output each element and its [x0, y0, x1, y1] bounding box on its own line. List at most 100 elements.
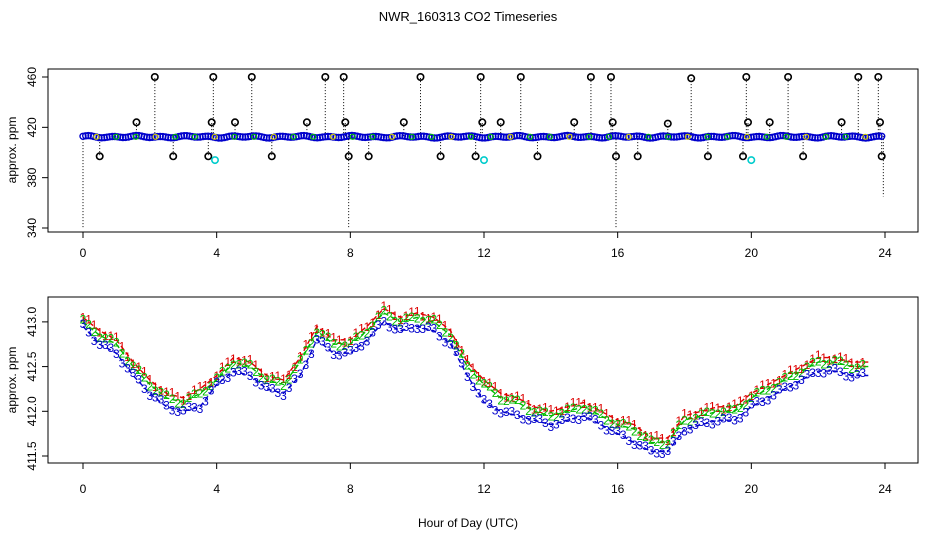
bottom-series-2-marker: 2	[570, 401, 577, 415]
top-outlier-point	[570, 118, 579, 127]
top-outlier-point	[169, 152, 178, 161]
top-cyan-outlier-point	[211, 156, 220, 165]
bottom-series-3-marker: 3	[570, 412, 577, 426]
bottom-series-3-marker: 3	[759, 395, 766, 409]
bottom-series-3-marker: 3	[269, 381, 276, 395]
bottom-series-2-marker: 2	[614, 417, 621, 431]
figure-title: NWR_160313 CO2 Timeseries	[379, 9, 558, 24]
top-outlier-point	[416, 73, 425, 82]
bottom-series-1-marker: 1	[408, 305, 415, 319]
bottom-series-1-marker: 1	[185, 389, 192, 403]
bottom-series-3-marker: 3	[809, 366, 816, 380]
bottom-series-3-marker: 3	[631, 438, 638, 452]
bottom-series-2-marker: 2	[236, 357, 243, 371]
bottom-series-2-marker: 2	[531, 406, 538, 420]
bottom-series-3-marker: 3	[330, 348, 337, 362]
bottom-series-2-marker: 2	[375, 310, 382, 324]
top-outlier-point	[496, 118, 505, 127]
bottom-series-1-marker: 1	[848, 356, 855, 370]
top-y-tick-label: 340	[25, 218, 39, 238]
bottom-series-1-marker: 1	[213, 369, 220, 383]
bottom-series-3-marker: 3	[314, 333, 321, 347]
top-outlier-point	[799, 152, 808, 161]
bottom-series-3-marker: 3	[297, 367, 304, 381]
top-outlier-point	[478, 118, 487, 127]
bottom-series-2-marker: 2	[91, 325, 98, 339]
top-baseline-accent-point	[428, 133, 435, 140]
bottom-series-3-marker: 3	[798, 373, 805, 387]
bottom-series-1-marker: 1	[252, 358, 259, 372]
bottom-series-2-marker: 2	[703, 405, 710, 419]
bottom-series-2-marker: 2	[564, 402, 571, 416]
bottom-series-1-marker: 1	[648, 430, 655, 444]
bottom-series-1-marker: 1	[609, 413, 616, 427]
top-outlier-point	[633, 152, 642, 161]
bottom-series-1-marker: 1	[720, 402, 727, 416]
bottom-series-1-marker: 1	[475, 370, 482, 384]
bottom-series-3-marker: 3	[319, 335, 326, 349]
bottom-series-1-marker: 1	[236, 355, 243, 369]
top-baseline-accent-point	[645, 133, 652, 140]
bottom-series-2-marker: 2	[102, 332, 109, 346]
top-baseline-accent-point	[862, 133, 869, 140]
bottom-series-2-marker: 2	[503, 394, 510, 408]
bottom-series-2-marker: 2	[765, 384, 772, 398]
bottom-series-1-marker: 1	[80, 310, 87, 324]
bottom-series-2-marker: 2	[559, 407, 566, 421]
bottom-series-3-marker: 3	[247, 369, 254, 383]
bottom-series-1-marker: 1	[202, 378, 209, 392]
bottom-series-1-marker: 1	[124, 350, 131, 364]
bottom-series-3-marker: 3	[625, 434, 632, 448]
bottom-series-3-marker: 3	[397, 322, 404, 336]
bottom-series-3-marker: 3	[347, 344, 354, 358]
bottom-series-1-marker: 1	[353, 326, 360, 340]
bottom-series-3-marker: 3	[559, 413, 566, 427]
bottom-series-1-marker: 1	[130, 357, 137, 371]
bottom-series-2-marker: 2	[848, 362, 855, 376]
bottom-series-2-marker: 2	[380, 304, 387, 318]
bottom-series-3-marker: 3	[564, 411, 571, 425]
bottom-series-3-marker: 3	[703, 416, 710, 430]
bottom-series-3-marker: 3	[375, 318, 382, 332]
bottom-series-3-marker: 3	[793, 379, 800, 393]
top-outlier-point	[132, 118, 141, 127]
top-baseline-accent-point	[369, 133, 376, 140]
bottom-series-2-marker: 2	[787, 369, 794, 383]
bottom-series-2-marker: 2	[687, 414, 694, 428]
bottom-series-2-marker: 2	[419, 315, 426, 329]
bottom-x-tick-label: 4	[213, 482, 220, 496]
bottom-series-2-marker: 2	[436, 318, 443, 332]
bottom-series-2-marker: 2	[592, 403, 599, 417]
bottom-series-2-marker: 2	[625, 420, 632, 434]
bottom-series-2-marker: 2	[141, 370, 148, 384]
bottom-series-3-marker: 3	[169, 403, 176, 417]
top-baseline-accent-point	[763, 133, 770, 140]
bottom-series-3-marker: 3	[458, 356, 465, 370]
bottom-series-1-marker: 1	[85, 312, 92, 326]
bottom-series-2-marker: 2	[124, 355, 131, 369]
bottom-series-1-marker: 1	[258, 366, 265, 380]
bottom-series-3-marker: 3	[726, 411, 733, 425]
bottom-series-3-marker: 3	[275, 386, 282, 400]
bottom-series-2-marker: 2	[113, 336, 120, 350]
bottom-series-3-marker: 3	[85, 326, 92, 340]
top-baseline-accent-point	[487, 133, 494, 140]
bottom-series-2-marker: 2	[258, 371, 265, 385]
top-outlier-point	[399, 118, 408, 127]
top-outlier-point	[516, 73, 525, 82]
top-outlier-point	[267, 152, 276, 161]
bottom-x-tick-label: 24	[878, 482, 892, 496]
bottom-series-line-2	[82, 312, 869, 444]
top-baseline-accent-point	[546, 133, 553, 140]
bottom-series-1-marker: 1	[703, 400, 710, 414]
bottom-series-3-marker: 3	[197, 402, 204, 416]
bottom-series-3-marker: 3	[158, 393, 165, 407]
bottom-series-2-marker: 2	[397, 316, 404, 330]
bottom-series-3-marker: 3	[648, 443, 655, 457]
bottom-series-3-marker: 3	[542, 416, 549, 430]
bottom-series-3-marker: 3	[96, 338, 103, 352]
top-baseline-accent-point	[112, 133, 120, 140]
bottom-series-2-marker: 2	[135, 363, 142, 377]
top-outlier-point	[663, 119, 672, 128]
bottom-series-1-marker: 1	[581, 397, 588, 411]
